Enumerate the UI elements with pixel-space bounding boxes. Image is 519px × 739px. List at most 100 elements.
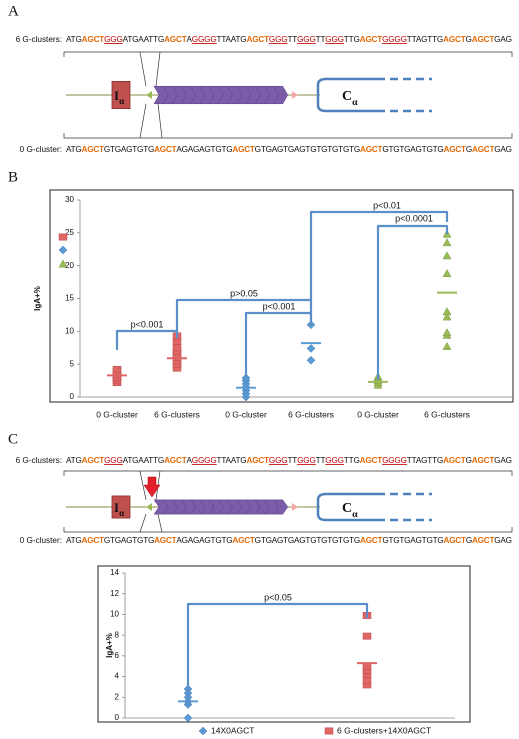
x-tick-label: 0 G-cluster [225, 409, 267, 419]
sequence-segment: GAG [494, 536, 512, 545]
point [306, 344, 316, 353]
region-main: C [342, 501, 352, 516]
sequence-segment: AGCT [444, 536, 467, 545]
legend-marker [324, 727, 334, 735]
sequence-segment: AGCT [82, 35, 105, 44]
sequence-segment: AGCT [82, 456, 105, 465]
region-sub: α [352, 97, 358, 108]
y-tick-label: 14 [110, 568, 119, 577]
sequence-segment: AGCT [164, 456, 187, 465]
y-tick-label: 4 [115, 672, 120, 681]
significance-label: p<0.001 [131, 319, 164, 329]
sequence-segment: TT [316, 35, 326, 44]
significance-bracket [175, 298, 313, 331]
legend-label: 6 G-clusters+14X0AGCT [337, 725, 431, 735]
significance-label: p<0.0001 [395, 213, 433, 223]
sequence-segment: GGG [325, 35, 344, 44]
sequence-segment: AGCT [360, 145, 383, 154]
sequence-segment: AGCT [444, 145, 467, 154]
region-label: Cα [342, 501, 358, 520]
sequence-segment: GTGAGTGAGTGTGTGTGTG [255, 145, 361, 154]
sequence-segment: GGG [297, 35, 316, 44]
point [442, 312, 452, 321]
sequence: ATGAGCTGTGAGTGTGAGCTAGAGAGTGTGAGCTGTGAGT… [66, 536, 512, 545]
chart-frame [97, 565, 471, 723]
right-site [292, 503, 298, 511]
x-tick-label: 0 G-cluster [357, 409, 399, 419]
point [112, 365, 122, 373]
y-axis-label: IgA+% [105, 633, 114, 658]
y-tick-label: 6 [115, 651, 120, 660]
panel-label: B [8, 169, 18, 185]
sequence-segment: ATG [66, 145, 82, 154]
region-main: I [114, 88, 119, 103]
sequence-label: 6 G-clusters: [16, 456, 62, 465]
switch-box [111, 81, 131, 110]
repeat-chevron [273, 499, 289, 515]
sequence-segment: AGCT [360, 456, 383, 465]
expand-bottom [63, 103, 513, 139]
legend-label: 14X0AGCT [211, 725, 254, 735]
sequence-segment: GAG [494, 456, 512, 465]
region-main: I [114, 500, 119, 515]
sequence-segment: AGAGAGTGTG [176, 536, 232, 545]
right-site [292, 91, 298, 99]
x-tick-label: 6 G-clusters [288, 409, 334, 419]
sequence-segment: A [187, 456, 193, 465]
constant-region [316, 77, 385, 113]
sequence-segment: AGCT [472, 145, 495, 154]
region-sub: α [119, 508, 124, 518]
sequence-segment: TTAGTTG [407, 35, 443, 44]
y-tick-label: 25 [65, 228, 74, 237]
significance-bracket [309, 210, 449, 300]
sequence-segment: GGG [269, 456, 288, 465]
expand-top [63, 51, 513, 87]
sequence-segment: GTGAGTGTG [104, 145, 155, 154]
point [442, 269, 452, 277]
y-tick-label: 10 [65, 326, 74, 335]
panel-label: A [8, 3, 19, 19]
sequence-segment: AGCT [82, 536, 105, 545]
sequence-segment: GGGG [192, 35, 217, 44]
sequence-label: 0 G-cluster: [20, 536, 62, 545]
sequence-segment: AGCT [246, 456, 269, 465]
sequence-segment: GTGAGTGAGTGTGTGTGTG [255, 536, 361, 545]
sequence-segment: G [466, 35, 472, 44]
left-site [146, 503, 152, 511]
sequence-segment: GGGG [192, 456, 217, 465]
sequence-segment: AGCT [472, 35, 495, 44]
point [362, 632, 372, 640]
point [306, 355, 316, 365]
x-tick-label: 6 G-clusters [424, 409, 470, 419]
point [362, 677, 372, 685]
sequence-segment: GAG [494, 145, 512, 154]
sequence-segment: G [466, 456, 472, 465]
sequence-segment: AGCT [232, 536, 255, 545]
sequence-segment: AGCT [472, 456, 495, 465]
x-tick-label: 6 G-clusters [154, 409, 200, 419]
sequence-segment: AGCT [154, 145, 177, 154]
x-tick-label: 0 G-cluster [96, 409, 138, 419]
repeat-chevron [273, 85, 289, 105]
sequence-segment: GGG [297, 456, 316, 465]
sequence-segment: G [466, 536, 472, 545]
sequence-segment: AGCT [246, 35, 269, 44]
point [172, 344, 182, 352]
y-tick-label: 10 [110, 610, 119, 619]
sequence: ATGAGCTGGGATGAATTGAGCTAGGGGTTAATGAGCTGGG… [66, 35, 512, 44]
y-axis-label: IgA+% [33, 286, 42, 311]
y-tick-label: 5 [70, 359, 75, 368]
sequence-segment: GGG [269, 35, 288, 44]
sequence-segment: AGCT [443, 35, 466, 44]
sequence-segment: GAG [494, 35, 512, 44]
y-tick-label: 2 [115, 692, 120, 701]
sequence-segment: GTGAGTGTG [104, 536, 155, 545]
point [442, 307, 452, 316]
sequence-segment: GGGG [382, 35, 407, 44]
point [183, 713, 193, 723]
y-tick-label: 8 [115, 630, 120, 639]
significance-bracket [244, 311, 313, 378]
legend-marker [58, 233, 68, 241]
sequence-segment: AGAGAGTGTG [176, 145, 232, 154]
sequence-segment: ATG [66, 35, 82, 44]
